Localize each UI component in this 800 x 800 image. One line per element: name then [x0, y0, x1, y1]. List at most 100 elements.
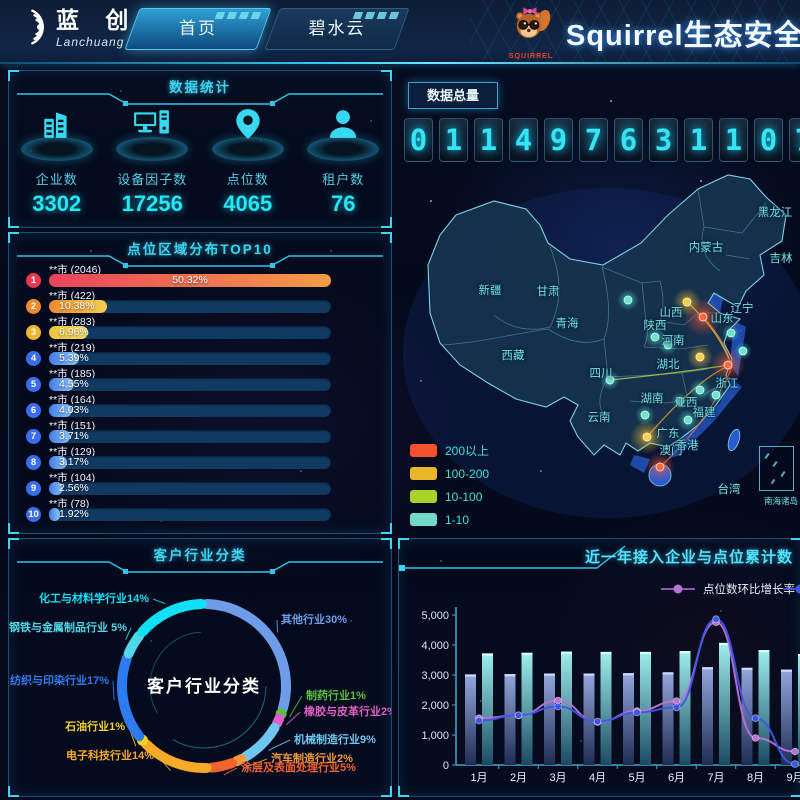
platform-glow — [116, 137, 189, 161]
platform-glow — [211, 137, 284, 161]
trend-bar — [758, 650, 770, 765]
tab-home[interactable]: 首页 — [124, 8, 272, 50]
trend-bar-cap — [583, 673, 595, 676]
map-province-label[interactable]: 陕西 — [643, 320, 667, 332]
map-province-label[interactable]: 江西 — [674, 397, 698, 409]
map-province-label[interactable]: 河南 — [661, 335, 685, 347]
map-province-label[interactable]: 山西 — [659, 307, 683, 319]
trend-legend-item[interactable]: 点位数环比增长率 — [661, 582, 795, 596]
map-heat-core — [726, 328, 736, 338]
x-tick-label: 9月 — [786, 772, 800, 784]
map-province-label[interactable]: 澳门 — [659, 445, 683, 457]
top10-percent-label: 4.03% — [59, 404, 89, 416]
map-legend-swatch — [410, 513, 437, 526]
panel-top10-distribution: 点位区域分布TOP10 **市 (2046) 1 50.32% **市 (422) 2 1… — [8, 232, 392, 534]
map-province-label[interactable]: 黑龙江 — [757, 207, 793, 219]
trend-bar-cap — [662, 672, 674, 675]
industry-donut-chart: 其他行业30% 制药行业1% 橡胶与皮革行业2% 机械制造行业9% 汽车制造行业2%涂层… — [9, 591, 391, 776]
top10-percent-label: 5.39% — [59, 352, 89, 364]
panel-yearly-trend: 近一年接入企业与点位累计数 0 1,000 2,000 3,000 4,000 5,000… — [398, 538, 800, 797]
top10-rank-badge: 2 — [26, 299, 41, 314]
map-province-label[interactable]: 湖南 — [640, 393, 664, 405]
map-province-label[interactable]: 台湾 — [717, 484, 741, 496]
map-province-label[interactable]: 甘肃 — [536, 286, 560, 298]
trend-legend-item[interactable] — [783, 584, 800, 594]
map-heat-core — [655, 462, 665, 472]
top10-percent-label: 6.96% — [59, 326, 89, 338]
south-china-sea-label: 南海诸岛 — [763, 496, 798, 506]
platform-glow — [20, 137, 93, 161]
map-heat-core — [640, 410, 650, 420]
map-province-label[interactable]: 新疆 — [478, 285, 502, 297]
top10-bar-fill — [49, 508, 60, 521]
map-legend-item[interactable]: 10-100 — [410, 485, 489, 508]
map-province-label[interactable]: 广东 — [656, 428, 680, 440]
donut-segment — [231, 754, 247, 767]
sea-area — [630, 455, 650, 473]
trend-point — [751, 714, 760, 723]
total-digit: 1 — [684, 118, 713, 162]
stat-item: 点位数 4065 — [200, 105, 296, 217]
map-province-label[interactable]: 香港 — [675, 440, 699, 452]
brand-logo[interactable]: 蓝 创 Lanchuang — [14, 8, 138, 51]
trend-header-decoration — [399, 545, 626, 571]
top10-bar-track — [49, 404, 331, 417]
trend-bar — [702, 667, 713, 765]
map-province-label[interactable]: 辽宁 — [730, 303, 754, 315]
donut-label: 涂层及表面处理行业5% — [241, 760, 356, 774]
donut-segment — [240, 722, 280, 762]
map-province-label[interactable]: 云南 — [587, 412, 611, 424]
data-total-section: 数据总量 011497631107 — [398, 70, 800, 165]
trend-bar-cap — [504, 674, 516, 677]
map-province-label[interactable]: 吉林 — [769, 253, 793, 265]
donut-segment — [206, 758, 237, 773]
top10-row: **市 (129) 8 3.17% — [19, 445, 381, 471]
trend-point — [633, 708, 641, 717]
map-province-label[interactable]: 西藏 — [501, 350, 525, 362]
map-province-label[interactable]: 浙江 — [715, 378, 739, 390]
top10-percent-label: 3.71% — [59, 430, 89, 442]
trend-bar — [600, 651, 612, 765]
top10-row: **市 (151) 7 3.71% — [19, 419, 381, 445]
map-province-label[interactable]: 四川 — [589, 368, 613, 380]
total-digit: 0 — [754, 118, 783, 162]
brand-name: 蓝 创 — [56, 7, 139, 33]
map-province-label[interactable]: 内蒙古 — [688, 242, 724, 254]
trend-point — [593, 717, 602, 726]
map-province-label[interactable]: 山东 — [710, 313, 734, 325]
y-tick-label: 5,000 — [421, 610, 449, 622]
map-province-label[interactable]: 青海 — [555, 318, 579, 330]
map-province-label[interactable]: 福建 — [692, 407, 716, 419]
map-legend: 200以上 100-200 10-100 1-10 — [410, 439, 489, 531]
tab-bishuiyun[interactable]: 碧水云 — [264, 8, 410, 50]
map-legend-item[interactable]: 200以上 — [410, 439, 489, 462]
trend-bar-cap — [679, 651, 691, 654]
total-digit: 0 — [404, 118, 433, 162]
y-tick-label: 4,000 — [421, 640, 449, 652]
china-map — [403, 174, 800, 518]
y-tick-label: 3,000 — [421, 670, 449, 682]
squirrel-icon — [516, 7, 551, 39]
top10-bar-track — [49, 274, 331, 287]
trend-bar-cap — [741, 667, 753, 670]
trend-combo-chart: 0 1,000 2,000 3,000 4,000 5,000 1月 2月 3月 4月 5月 6月 7月… — [421, 582, 800, 784]
donut-inner-arc-decoration — [149, 631, 259, 741]
map-province-label[interactable]: 湖北 — [656, 359, 680, 371]
top10-rank-badge: 10 — [26, 507, 41, 522]
stat-item: 设备因子数 17256 — [105, 105, 201, 217]
x-tick-label: 3月 — [549, 772, 566, 784]
trend-panel-title: 近一年接入企业与点位累计数 — [584, 549, 793, 566]
donut-segment — [117, 653, 145, 742]
map-legend-item[interactable]: 1-10 — [410, 508, 489, 531]
total-digit: 6 — [614, 118, 643, 162]
y-tick-label: 2,000 — [421, 700, 449, 712]
stat-icon-platform — [210, 105, 286, 163]
trend-point — [672, 703, 681, 712]
map-legend-swatch — [410, 444, 437, 457]
top10-city-label: **市 (219) — [49, 342, 96, 354]
squirrel-mascot: SQUIRREL — [505, 4, 557, 60]
panel-header-decoration — [17, 93, 383, 106]
top10-bar-fill — [49, 378, 75, 391]
map-legend-item[interactable]: 100-200 — [410, 462, 489, 485]
